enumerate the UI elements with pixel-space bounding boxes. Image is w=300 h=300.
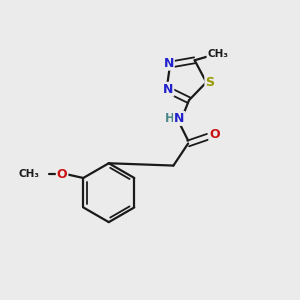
Text: N: N: [164, 57, 174, 70]
Text: O: O: [209, 128, 220, 141]
Text: CH₃: CH₃: [19, 169, 40, 179]
Text: CH₃: CH₃: [207, 50, 228, 59]
Text: N: N: [163, 83, 173, 96]
Text: S: S: [206, 76, 214, 89]
Text: H: H: [165, 112, 175, 125]
Text: N: N: [174, 112, 184, 125]
Text: O: O: [57, 168, 68, 181]
